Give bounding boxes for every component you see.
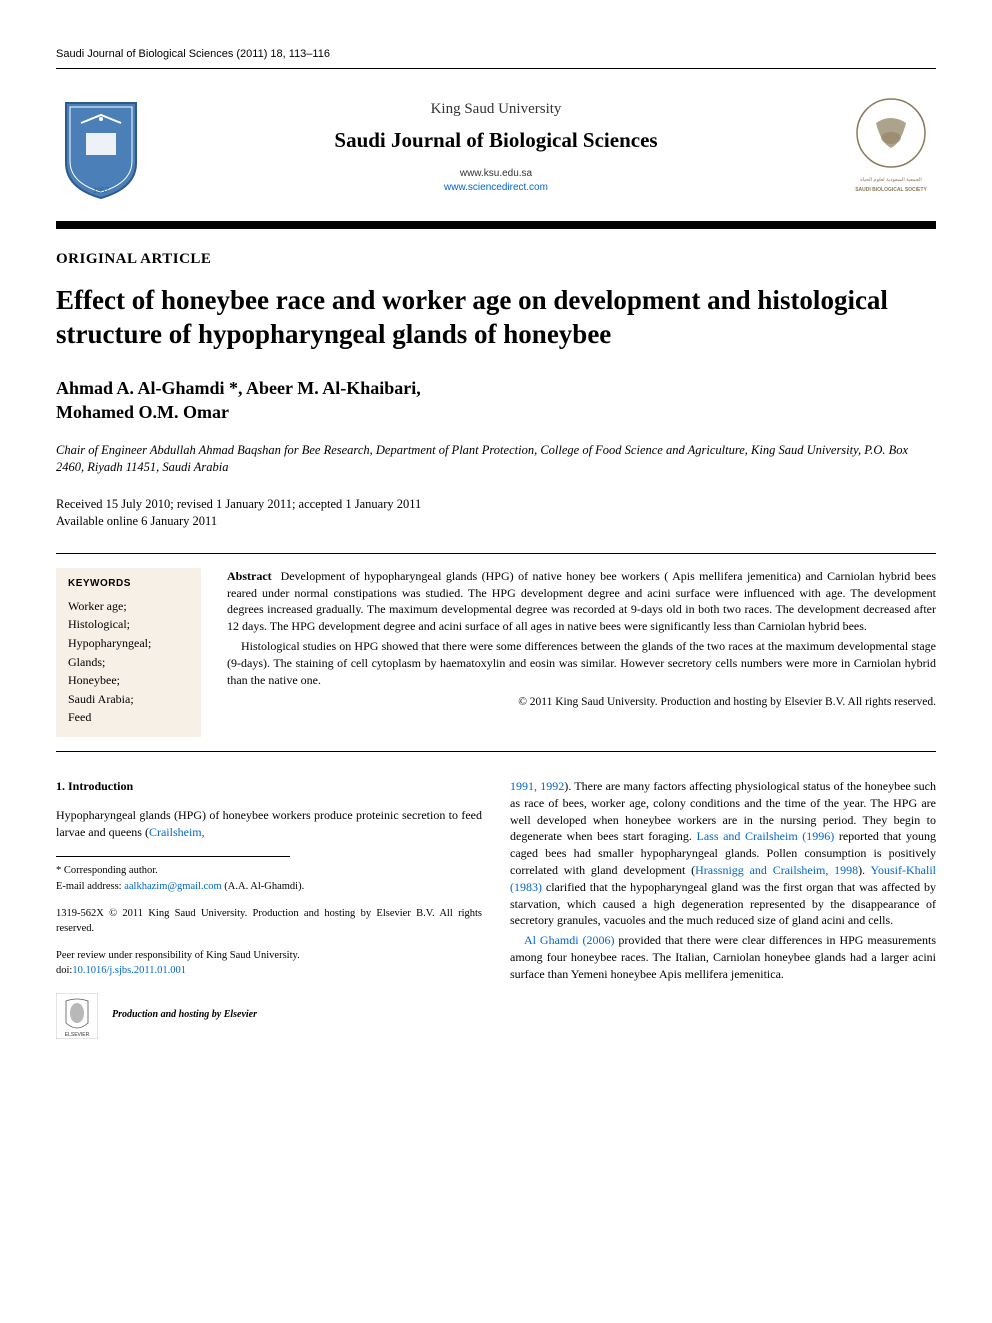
keyword-item: Worker age; [68,597,189,616]
journal-name: Saudi Journal of Biological Sciences [146,128,846,153]
corresponding-author-note: * Corresponding author. [56,863,482,878]
intro-p1-left: Hypopharyngeal glands (HPG) of honeybee … [56,807,482,841]
hosting-row: ELSEVIER Production and hosting by Elsev… [56,993,482,1039]
journal-header: 1957 King Saud University Saudi Journal … [56,85,936,215]
keyword-item: Histological; [68,615,189,634]
society-logo: الجمعية السعودية لعلوم الحياة SAUDI BIOL… [846,93,936,203]
abstract-text: Abstract Development of hypopharyngeal g… [227,568,936,737]
authors-line-1: Ahmad A. Al-Ghamdi *, Abeer M. Al-Khaiba… [56,378,421,398]
svg-text:الجمعية السعودية لعلوم الحياة: الجمعية السعودية لعلوم الحياة [860,177,922,183]
svg-text:SAUDI BIOLOGICAL SOCIETY: SAUDI BIOLOGICAL SOCIETY [855,187,927,193]
header-center: King Saud University Saudi Journal of Bi… [146,101,846,195]
dates-online: Available online 6 January 2011 [56,514,217,528]
url-ksu[interactable]: www.ksu.edu.sa [460,168,532,179]
journal-reference: Saudi Journal of Biological Sciences (20… [56,48,936,60]
keyword-item: Honeybee; [68,671,189,690]
rule-thin-top [56,68,936,69]
keywords-box: KEYWORDS Worker age; Histological; Hypop… [56,568,201,737]
body-columns: 1. Introduction Hypopharyngeal glands (H… [56,778,936,1039]
email-link[interactable]: aalkhazim@gmail.com [124,881,221,892]
abstract-copyright: © 2011 King Saud University. Production … [227,694,936,710]
abstract-label: Abstract [227,569,272,583]
abstract-p2: Histological studies on HPG showed that … [227,638,936,688]
intro-p1-right: 1991, 1992). There are many factors affe… [510,778,936,929]
citation-link[interactable]: Lass and Crailsheim (1996) [697,829,835,843]
intro-p2-right: Al Ghamdi (2006) provided that there wer… [510,932,936,982]
citation-link[interactable]: Hrassnigg and Crailsheim, 1998 [695,863,858,877]
issn-copyright: 1319-562X © 2011 King Saud University. P… [56,906,482,936]
authors: Ahmad A. Al-Ghamdi *, Abeer M. Al-Khaiba… [56,376,936,425]
rule-thick [56,221,936,229]
article-type: ORIGINAL ARTICLE [56,251,936,268]
abstract-p1: Development of hypopharyngeal glands (HP… [227,569,936,633]
svg-text:ELSEVIER: ELSEVIER [65,1032,90,1038]
article-dates: Received 15 July 2010; revised 1 January… [56,496,936,531]
authors-line-2: Mohamed O.M. Omar [56,402,229,422]
footnote-separator [56,856,290,857]
keyword-item: Feed [68,708,189,727]
university-name: King Saud University [146,101,846,118]
keyword-item: Saudi Arabia; [68,690,189,709]
doi-link[interactable]: 10.1016/j.sjbs.2011.01.001 [72,965,186,976]
footnotes: * Corresponding author. E-mail address: … [56,863,482,1038]
citation-link[interactable]: 1991, 1992 [510,779,564,793]
dates-received: Received 15 July 2010; revised 1 January… [56,497,421,511]
url-sciencedirect[interactable]: www.sciencedirect.com [444,182,548,193]
keywords-heading: KEYWORDS [68,578,189,589]
keywords-column: KEYWORDS Worker age; Histological; Hypop… [56,568,201,737]
left-column: 1. Introduction Hypopharyngeal glands (H… [56,778,482,1039]
right-column: 1991, 1992). There are many factors affe… [510,778,936,1039]
citation-link[interactable]: Crailsheim, [149,825,205,839]
svg-text:1957: 1957 [93,186,109,195]
citation-link[interactable]: Al Ghamdi (2006) [524,933,614,947]
affiliation: Chair of Engineer Abdullah Ahmad Baqshan… [56,442,936,476]
keyword-item: Glands; [68,653,189,672]
email-line: E-mail address: aalkhazim@gmail.com (A.A… [56,879,482,894]
doi-line: doi:10.1016/j.sjbs.2011.01.001 [56,963,482,978]
section-heading-intro: 1. Introduction [56,778,482,795]
peer-review-note: Peer review under responsibility of King… [56,948,482,963]
elsevier-logo-icon: ELSEVIER [56,993,98,1039]
journal-urls: www.ksu.edu.sa www.sciencedirect.com [146,167,846,195]
hosting-text: Production and hosting by Elsevier [112,1008,257,1023]
university-crest: 1957 [56,93,146,203]
abstract-block: KEYWORDS Worker age; Histological; Hypop… [56,553,936,752]
article-title: Effect of honeybee race and worker age o… [56,284,936,352]
keyword-item: Hypopharyngeal; [68,634,189,653]
